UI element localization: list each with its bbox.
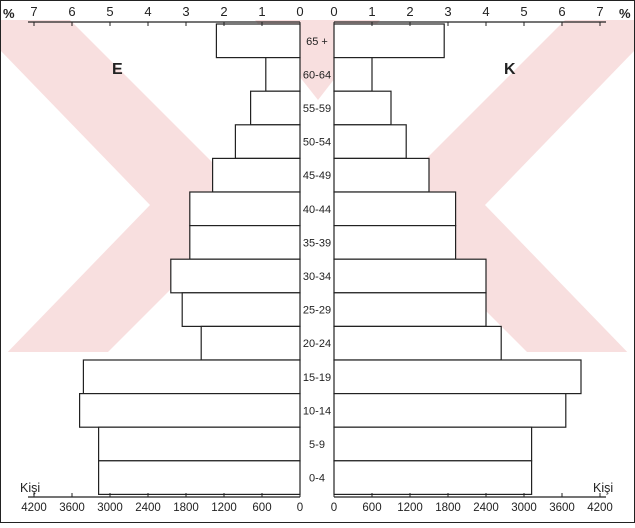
- age-group-label: 45-49: [303, 170, 331, 182]
- age-group-label: 25-29: [303, 305, 331, 317]
- bottom-tick-label-right: 1200: [397, 502, 423, 514]
- bar-female: [333, 56, 373, 92]
- bar-male: [78, 393, 301, 428]
- age-group-label: 60-64: [303, 69, 331, 81]
- bar-female: [333, 23, 445, 59]
- bar-male: [189, 225, 301, 260]
- age-labels-group: 65 + 60-64 55-59 50-54 45-49 40-44 35-39 30-34 2…: [303, 36, 331, 485]
- bottom-tick-label-right: 4200: [587, 502, 613, 514]
- top-tick-label-left: 4: [144, 4, 151, 19]
- bar-female: [333, 157, 430, 193]
- bar-male: [215, 23, 301, 59]
- bottom-tick-label-left: 3000: [97, 502, 123, 514]
- age-group-label: 40-44: [303, 204, 331, 216]
- bar-male: [265, 56, 301, 92]
- bar-male: [82, 359, 301, 395]
- bar-male: [97, 426, 301, 462]
- age-group-label: 50-54: [303, 137, 331, 149]
- top-tick-label-left: 2: [220, 4, 227, 19]
- unit-label-right: Kişi: [593, 481, 613, 495]
- bottom-tick-label-right: 2400: [473, 502, 499, 514]
- female-label: K: [504, 61, 516, 78]
- bar-female: [333, 124, 407, 160]
- bar-male: [189, 191, 301, 227]
- top-tick-label-right: 0: [330, 4, 337, 19]
- bottom-tick-label-right: 3000: [511, 502, 537, 514]
- bottom-tick-label-right: 1800: [435, 502, 461, 514]
- top-tick-label-left: 3: [182, 4, 189, 19]
- age-group-label: 10-14: [303, 405, 331, 417]
- age-group-label: 35-39: [303, 237, 331, 249]
- bottom-tick-label-right: 3600: [549, 502, 575, 514]
- bar-female: [333, 393, 567, 428]
- ticks-group: 7 6 5 4 3 2 1 0 0 1 2 3 4 5 6 7 4200 3600 3000 2400 1800 1200…: [21, 4, 613, 514]
- top-tick-label-left: 7: [30, 4, 37, 19]
- bar-male: [170, 258, 301, 294]
- bottom-tick-label-left: 1200: [211, 502, 237, 514]
- top-tick-label-left: 0: [296, 4, 303, 19]
- top-tick-label-left: 6: [68, 4, 75, 19]
- bar-female: [333, 90, 392, 126]
- age-group-label: 15-19: [303, 372, 331, 384]
- top-tick-label-left: 5: [106, 4, 113, 19]
- bar-male: [97, 460, 301, 495]
- bar-male: [250, 90, 301, 126]
- top-tick-label-right: 6: [558, 4, 565, 19]
- bar-female: [333, 460, 533, 495]
- percent-symbol-left: %: [3, 6, 15, 21]
- age-group-label: 5-9: [309, 439, 325, 451]
- bottom-tick-label-left: 600: [252, 502, 271, 514]
- top-tick-label-right: 4: [482, 4, 489, 19]
- top-tick-label-right: 1: [368, 4, 375, 19]
- bottom-tick-label-left: 3600: [59, 502, 85, 514]
- bottom-tick-label-left: 0: [297, 502, 303, 514]
- age-group-label: 55-59: [303, 103, 331, 115]
- percent-symbol-right: %: [619, 6, 631, 21]
- bar-female: [333, 426, 533, 462]
- bar-male: [234, 124, 301, 160]
- top-tick-label-right: 5: [520, 4, 527, 19]
- bar-female: [333, 191, 457, 227]
- male-label: E: [112, 61, 123, 78]
- top-tick-label-right: 7: [596, 4, 603, 19]
- bar-female: [333, 325, 502, 361]
- bar-male: [212, 157, 301, 193]
- bar-male: [181, 292, 301, 327]
- age-group-label: 30-34: [303, 271, 331, 283]
- bottom-tick-label-left: 4200: [21, 502, 47, 514]
- bar-female: [333, 225, 457, 260]
- top-tick-label-right: 2: [406, 4, 413, 19]
- unit-label-left: Kişi: [20, 481, 40, 495]
- age-group-label: 0-4: [309, 473, 325, 485]
- bottom-tick-label-right: 600: [362, 502, 381, 514]
- bars-group: [78, 23, 582, 495]
- bar-male: [200, 325, 301, 361]
- bar-female: [333, 359, 582, 395]
- bar-female: [333, 258, 487, 294]
- bottom-tick-label-left: 2400: [135, 502, 161, 514]
- age-group-label: 65 +: [306, 36, 328, 48]
- top-tick-label-left: 1: [258, 4, 265, 19]
- bottom-tick-label-left: 1800: [173, 502, 199, 514]
- top-tick-label-right: 3: [444, 4, 451, 19]
- bottom-tick-label-right: 0: [331, 502, 337, 514]
- age-group-label: 20-24: [303, 338, 331, 350]
- bar-female: [333, 292, 487, 327]
